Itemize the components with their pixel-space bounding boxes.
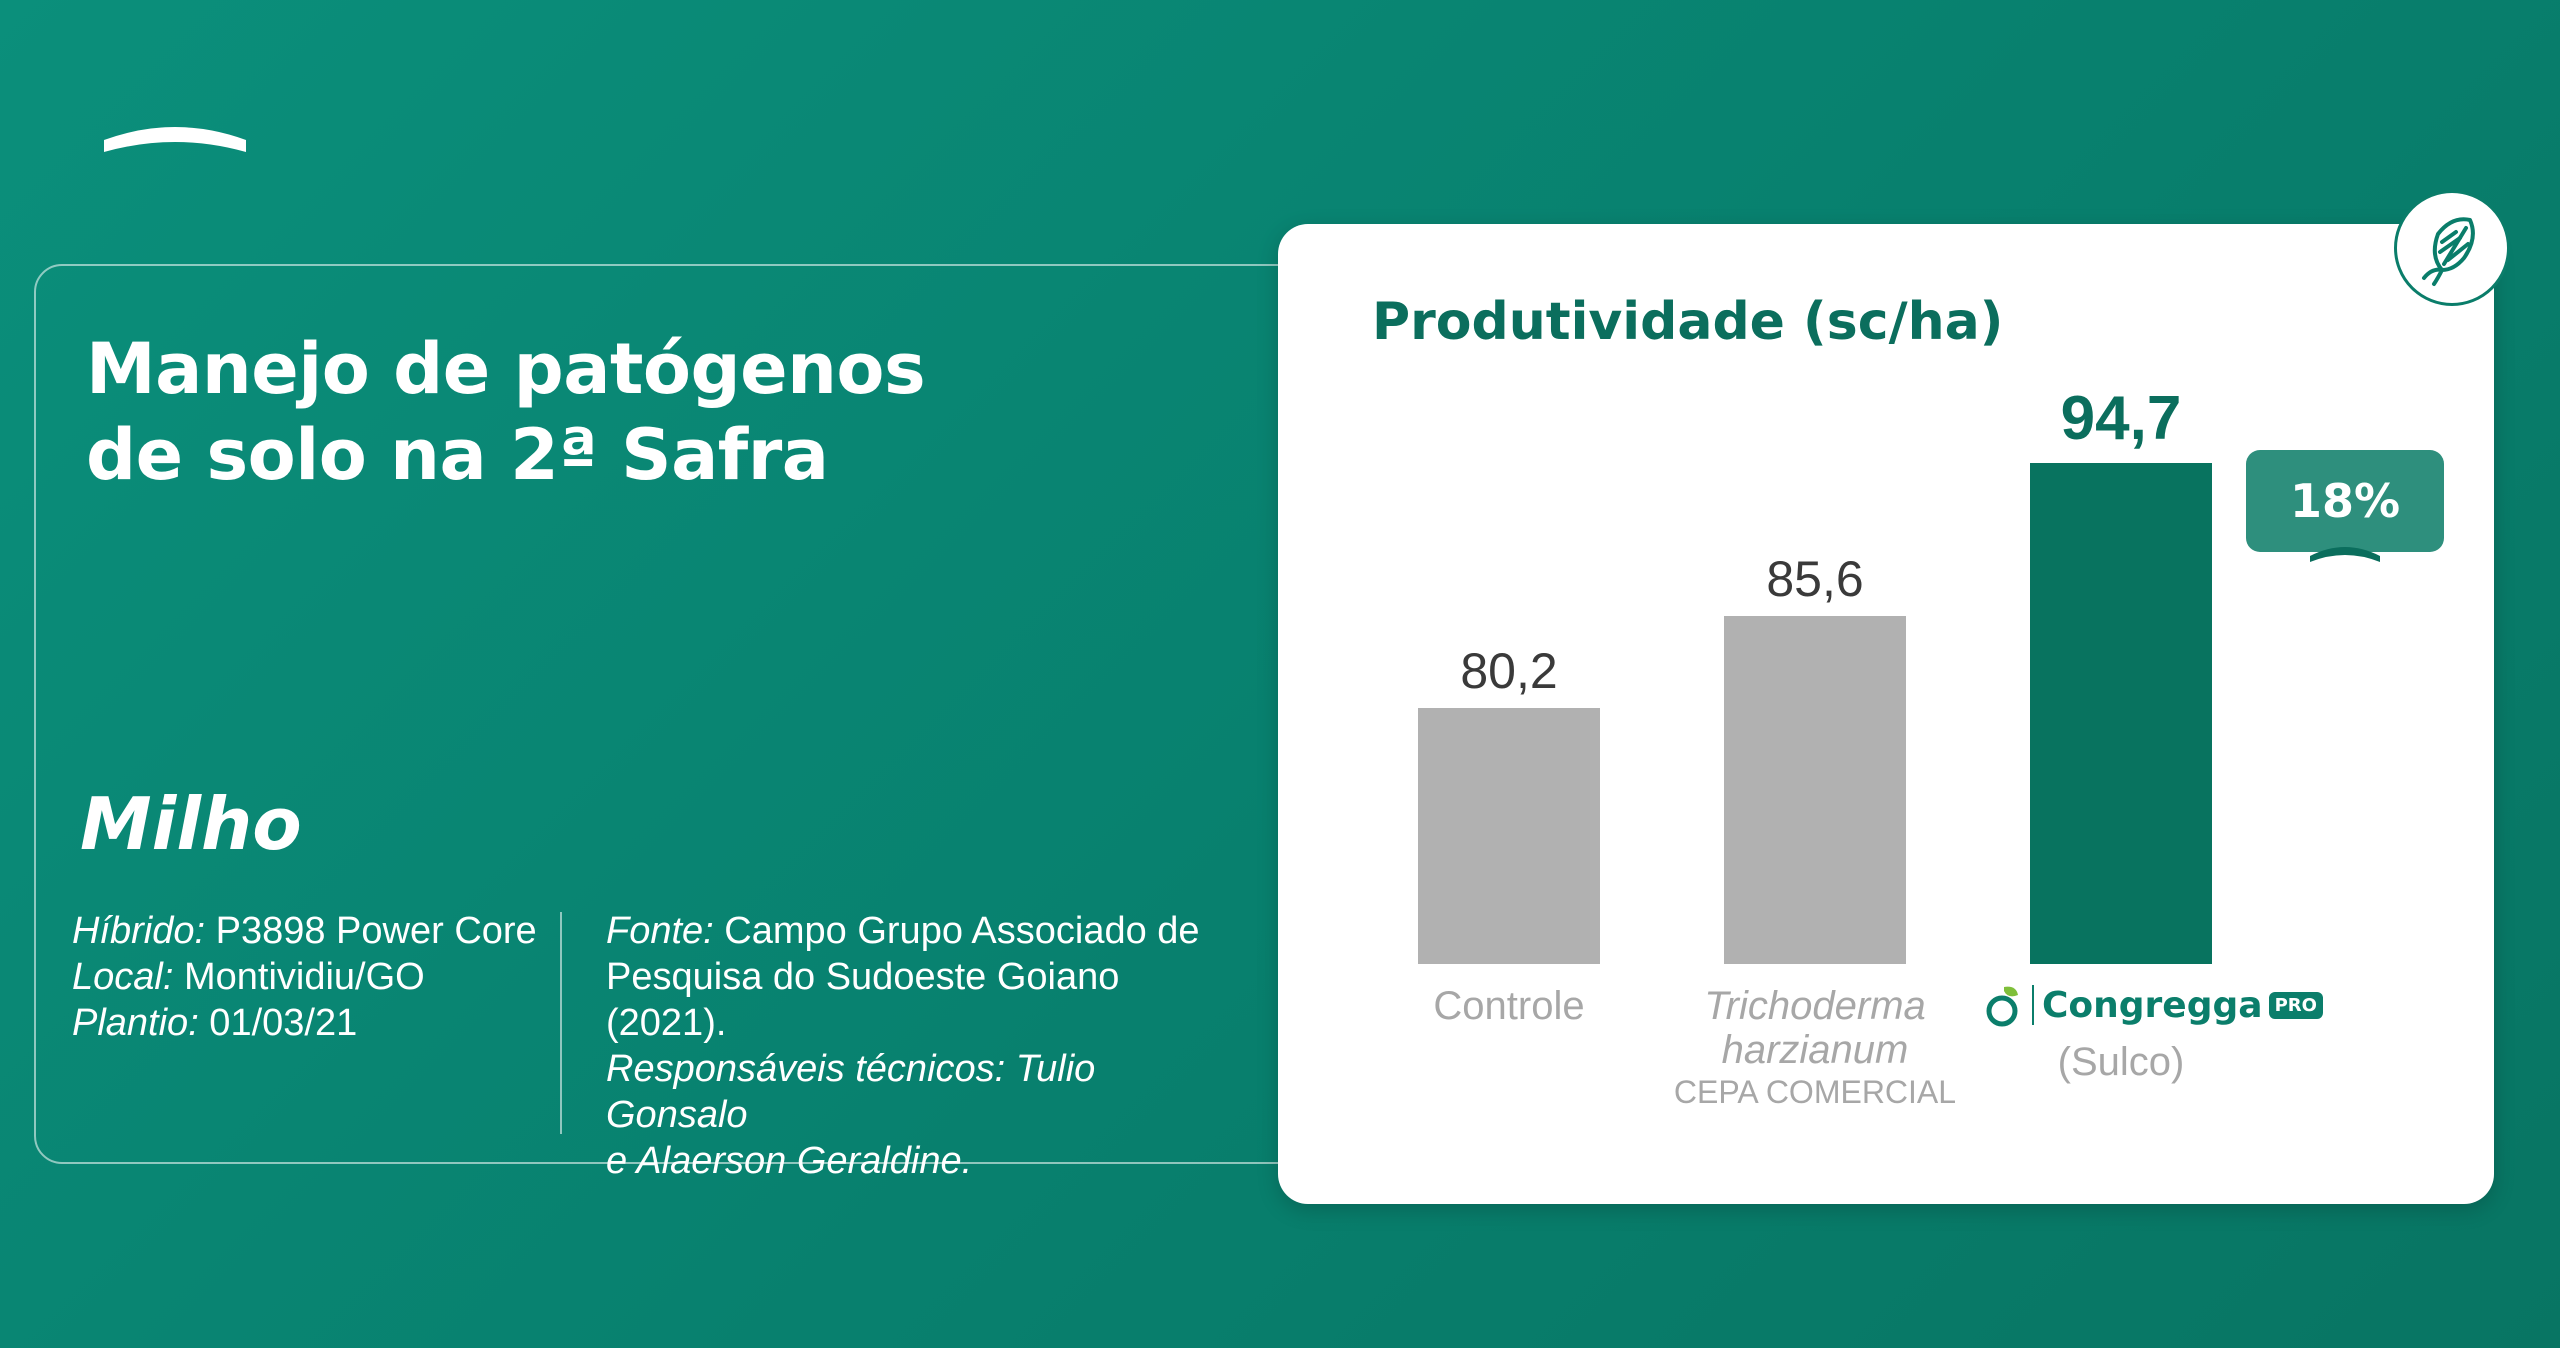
hibrido-value: P3898 Power Core <box>205 910 537 952</box>
trial-details: Híbrido: P3898 Power Core Local: Montivi… <box>72 908 552 1046</box>
fonte-line-1: Fonte: Campo Grupo Associado de <box>606 908 1226 954</box>
plantio-value: 01/03/21 <box>198 1002 358 1044</box>
congregga-pro-logo: Congregga PRO <box>1984 980 2323 1030</box>
category-congregga-note: (Sulco) <box>2057 1040 2185 1084</box>
up-chevron-icon <box>2310 547 2380 562</box>
fonte-label: Fonte: <box>606 910 714 952</box>
category-trichoderma-species: harzianum <box>1721 1028 1909 1072</box>
value-label-congregga: 94,7 <box>2060 383 2182 453</box>
increase-badge: 18% <box>2246 450 2444 552</box>
brand-pro-tag: PRO <box>2268 991 2323 1019</box>
corn-badge <box>2394 190 2510 306</box>
local-label: Local: <box>72 956 174 998</box>
category-controle-name: Controle <box>1433 984 1585 1028</box>
chart-title: Produtividade (sc/ha) <box>1372 292 2004 352</box>
fonte-text-1: Campo Grupo Associado de <box>713 910 1200 952</box>
value-label-controle: 80,2 <box>1460 642 1558 699</box>
source-details: Fonte: Campo Grupo Associado de Pesquisa… <box>606 908 1226 1184</box>
value-label-trichoderma: 85,6 <box>1766 551 1864 608</box>
bar-congregga <box>2030 462 2212 964</box>
plantio-row: Plantio: 01/03/21 <box>72 1000 552 1046</box>
corn-icon <box>2422 217 2475 286</box>
category-trichoderma-strain: CEPA COMERCIAL <box>1673 1074 1957 1110</box>
hibrido-row: Híbrido: P3898 Power Core <box>72 908 552 954</box>
details-divider <box>560 912 562 1134</box>
local-value: Montividiu/GO <box>173 956 425 998</box>
plantio-label: Plantio: <box>72 1002 199 1044</box>
hibrido-label: Híbrido: <box>72 910 206 952</box>
local-row: Local: Montividiu/GO <box>72 954 552 1000</box>
crop-name: Milho <box>80 782 302 866</box>
fonte-line-3: (2021). <box>606 1002 727 1044</box>
category-trichoderma-genus: Trichoderma <box>1704 984 1926 1028</box>
fonte-line-2: Pesquisa do Sudoeste Goiano <box>606 956 1120 998</box>
responsaveis-line-1: Responsáveis técnicos: Tulio Gonsalo <box>606 1048 1096 1136</box>
category-label-congregga: (Sulco) <box>1940 1040 2302 1084</box>
brand-divider <box>2032 985 2034 1025</box>
title-line-1: Manejo de patógenos <box>86 328 926 410</box>
bar-trichoderma <box>1724 616 1906 964</box>
responsaveis-line-2: e Alaerson Geraldine. <box>606 1140 973 1182</box>
brand-name: Congregga <box>2042 984 2263 1026</box>
congregga-leaf-icon <box>1986 986 2018 1027</box>
bar-controle <box>1418 707 1600 964</box>
brand-chevron-icon <box>104 127 246 152</box>
title-line-2: de solo na 2ª Safra <box>86 414 829 496</box>
category-label-trichoderma: Trichoderma harzianum CEPA COMERCIAL <box>1634 984 1996 1112</box>
category-label-controle: Controle <box>1328 984 1690 1028</box>
page-title: Manejo de patógenos de solo na 2ª Safra <box>86 326 1186 498</box>
